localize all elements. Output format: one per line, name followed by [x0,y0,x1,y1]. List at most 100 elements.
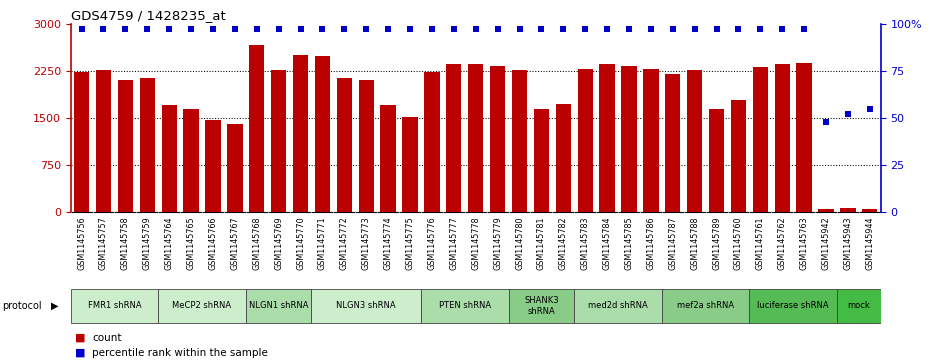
Point [359,26,374,32]
Bar [862,209,878,212]
Point [862,106,877,111]
Text: GSM1145776: GSM1145776 [428,216,436,270]
Text: ■: ■ [75,333,86,343]
Bar [837,289,881,323]
Text: GSM1145762: GSM1145762 [778,216,787,270]
Text: GSM1145757: GSM1145757 [99,216,108,270]
Point [599,26,614,32]
Point [184,26,199,32]
Point [74,26,89,32]
Text: GSM1145784: GSM1145784 [603,216,611,270]
Bar [509,289,575,323]
Bar [490,66,505,212]
Text: NLGN3 shRNA: NLGN3 shRNA [336,301,396,310]
Bar [381,105,396,212]
Bar [731,100,746,212]
Text: GSM1145781: GSM1145781 [537,216,546,270]
Text: GSM1145771: GSM1145771 [318,216,327,270]
Text: GSM1145787: GSM1145787 [668,216,677,270]
Text: GSM1145759: GSM1145759 [143,216,152,270]
Bar [158,289,246,323]
Bar [315,56,330,212]
Bar [577,69,593,212]
Bar [840,208,855,212]
Bar [205,121,220,212]
Bar [447,65,462,212]
Bar [312,289,421,323]
Text: ▶: ▶ [51,301,58,311]
Text: GSM1145767: GSM1145767 [231,216,239,270]
Bar [512,70,528,212]
Point [665,26,680,32]
Bar [534,109,549,212]
Text: GSM1145782: GSM1145782 [559,216,568,270]
Point [315,26,330,32]
Text: mef2a shRNA: mef2a shRNA [677,301,734,310]
Text: GSM1145788: GSM1145788 [690,216,699,270]
Point [468,26,483,32]
Text: GSM1145779: GSM1145779 [493,216,502,270]
Text: GSM1145766: GSM1145766 [208,216,218,270]
Text: FMR1 shRNA: FMR1 shRNA [88,301,141,310]
Bar [73,72,89,212]
Point [840,111,855,117]
Text: GSM1145789: GSM1145789 [712,216,721,270]
Text: ■: ■ [75,347,86,358]
Text: GSM1145774: GSM1145774 [383,216,393,270]
Text: GSM1145770: GSM1145770 [296,216,305,270]
Text: GSM1145772: GSM1145772 [340,216,349,270]
Text: GSM1145760: GSM1145760 [734,216,743,270]
Bar [753,67,768,212]
Text: GSM1145765: GSM1145765 [187,216,196,270]
Text: GSM1145775: GSM1145775 [405,216,414,270]
Text: GSM1145763: GSM1145763 [800,216,808,270]
Bar [359,80,374,212]
Bar [599,64,615,212]
Bar [575,289,662,323]
Text: GSM1145773: GSM1145773 [362,216,371,270]
Point [96,26,111,32]
Point [139,26,154,32]
Text: GSM1145943: GSM1145943 [843,216,853,270]
Bar [96,70,111,212]
Bar [246,289,312,323]
Text: GSM1145780: GSM1145780 [515,216,524,270]
Bar [336,78,352,212]
Text: GSM1145761: GSM1145761 [755,216,765,270]
Bar [249,45,265,212]
Bar [665,74,680,212]
Text: percentile rank within the sample: percentile rank within the sample [92,347,268,358]
Point [797,26,812,32]
Text: count: count [92,333,122,343]
Point [402,26,417,32]
Bar [424,72,440,212]
Text: MeCP2 shRNA: MeCP2 shRNA [172,301,232,310]
Point [819,119,834,125]
Bar [774,64,790,212]
Text: GSM1145768: GSM1145768 [252,216,261,270]
Text: GSM1145758: GSM1145758 [121,216,130,270]
Point [556,26,571,32]
Bar [556,104,571,212]
Point [162,26,177,32]
Point [250,26,265,32]
Bar [819,209,834,212]
Point [293,26,308,32]
Point [205,26,220,32]
Bar [139,78,154,212]
Point [643,26,658,32]
Bar [687,70,703,212]
Point [227,26,242,32]
Point [577,26,593,32]
Point [490,26,505,32]
Point [118,26,133,32]
Bar [662,289,750,323]
Point [381,26,396,32]
Text: GSM1145756: GSM1145756 [77,216,86,270]
Text: mock: mock [848,301,870,310]
Text: NLGN1 shRNA: NLGN1 shRNA [249,301,308,310]
Point [512,26,527,32]
Text: SHANK3
shRNA: SHANK3 shRNA [524,296,559,315]
Text: GSM1145785: GSM1145785 [625,216,633,270]
Text: luciferase shRNA: luciferase shRNA [757,301,829,310]
